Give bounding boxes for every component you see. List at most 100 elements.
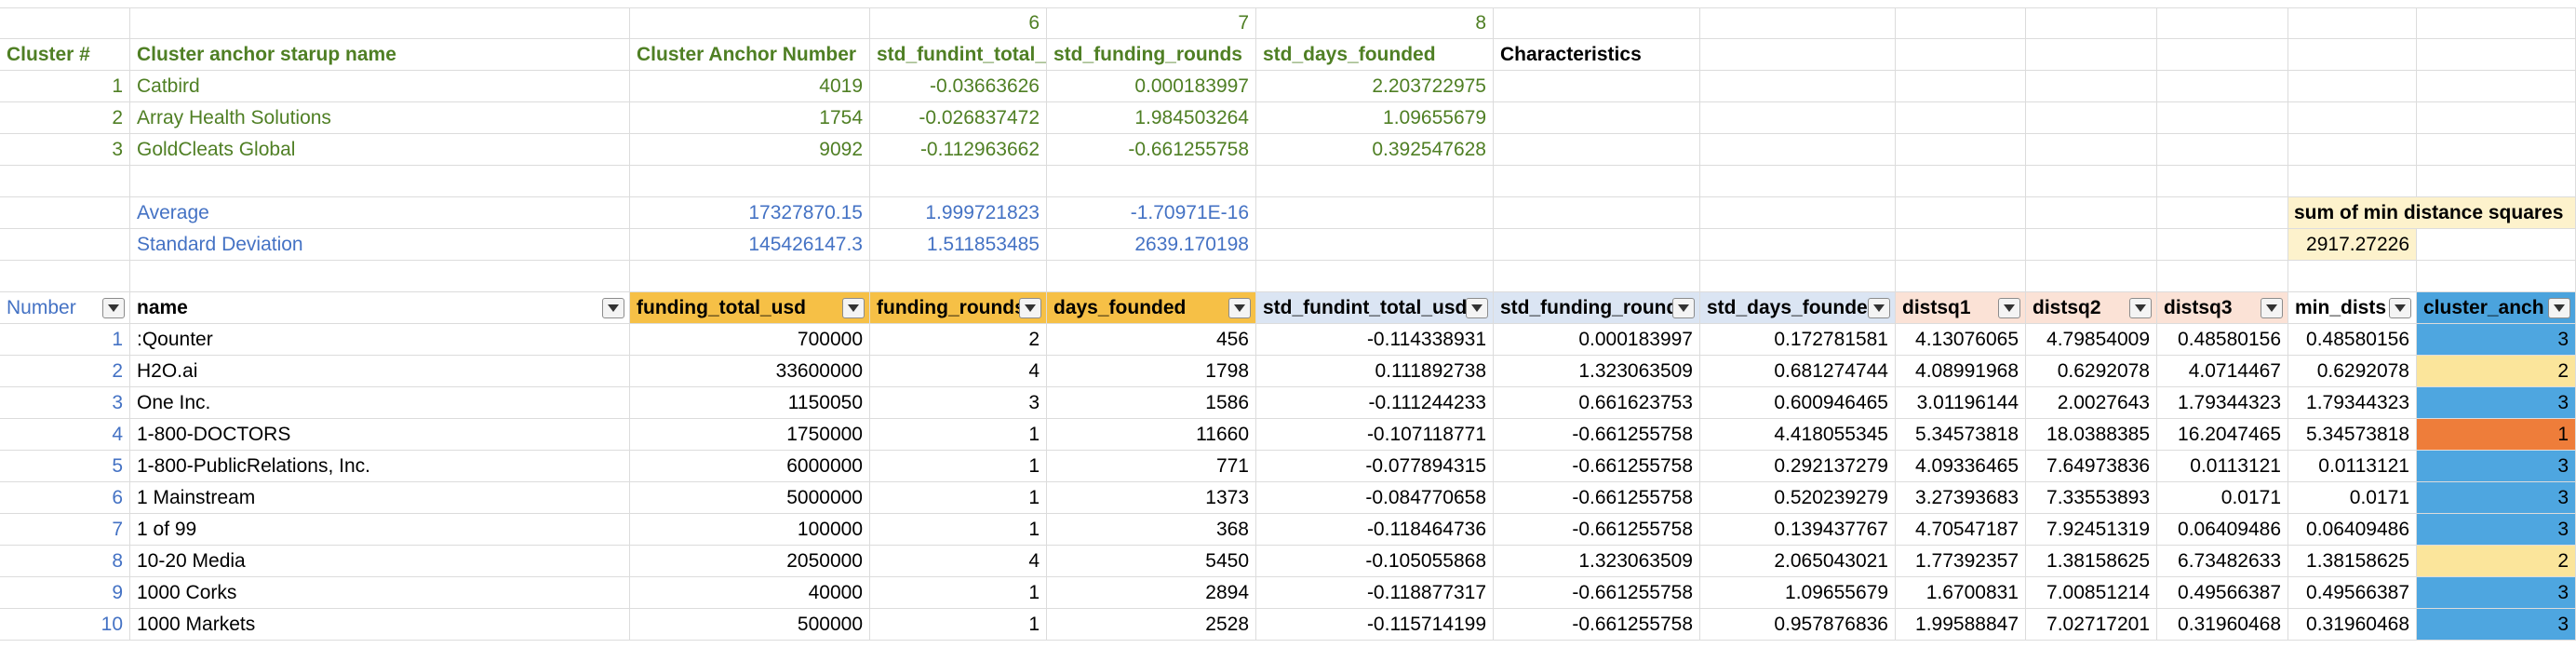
std-funding-rounds[interactable]: -0.661255758 (1494, 609, 1700, 641)
cell[interactable] (2157, 197, 2288, 229)
distsq1[interactable]: 1.99588847 (1896, 609, 2026, 641)
min-dists[interactable]: 0.0171 (2288, 482, 2417, 514)
cell[interactable] (0, 166, 130, 197)
distsq2[interactable]: 1.38158625 (2026, 546, 2157, 577)
cell[interactable] (870, 166, 1047, 197)
filter-dropdown-icon[interactable] (1868, 298, 1890, 318)
days-founded[interactable]: 1798 (1047, 356, 1256, 387)
cluster-anchor[interactable]: 3 (2417, 451, 2576, 482)
cell[interactable] (630, 166, 870, 197)
std-funding-rounds[interactable]: -0.661255758 (1494, 451, 1700, 482)
days-founded[interactable]: 5450 (1047, 546, 1256, 577)
std-days-founded-header[interactable]: std_days_founded (1256, 39, 1494, 71)
std-days-founded[interactable]: 0.600946465 (1700, 387, 1896, 419)
cluster-anchor[interactable]: 3 (2417, 514, 2576, 546)
std-funding-rounds[interactable]: -0.661255758 (1494, 419, 1700, 451)
cell[interactable] (2026, 261, 2157, 292)
cell[interactable] (2157, 166, 2288, 197)
cluster-number[interactable]: 3 (0, 134, 130, 166)
std-funding-total[interactable]: -0.115714199 (1256, 609, 1494, 641)
cell[interactable] (1896, 102, 2026, 134)
cluster-std-funding-total[interactable]: -0.112963662 (870, 134, 1047, 166)
std-funding-rounds[interactable]: -0.661255758 (1494, 577, 1700, 609)
filter-dropdown-icon[interactable] (842, 298, 865, 318)
average-label[interactable]: Average (130, 197, 630, 229)
distsq1[interactable]: 5.34573818 (1896, 419, 2026, 451)
row-number[interactable]: 6 (0, 482, 130, 514)
std-label[interactable]: Standard Deviation (130, 229, 630, 261)
distsq2[interactable]: 0.6292078 (2026, 356, 2157, 387)
distsq1[interactable]: 4.13076065 (1896, 324, 2026, 356)
cell[interactable] (1896, 71, 2026, 102)
cell[interactable] (1494, 134, 1700, 166)
cell[interactable] (630, 7, 870, 39)
row-number[interactable]: 10 (0, 609, 130, 641)
min-dists[interactable]: 1.38158625 (2288, 546, 2417, 577)
cell[interactable] (1494, 102, 1700, 134)
cell[interactable] (1896, 261, 2026, 292)
cell[interactable] (2417, 134, 2576, 166)
std-days-founded[interactable]: 1.09655679 (1700, 577, 1896, 609)
cell[interactable] (1896, 229, 2026, 261)
cluster-anchor[interactable]: 3 (2417, 387, 2576, 419)
cell[interactable] (1256, 229, 1494, 261)
days-founded[interactable]: 2894 (1047, 577, 1256, 609)
cluster-std-funding-rounds[interactable]: 0.000183997 (1047, 71, 1256, 102)
cell[interactable] (1700, 261, 1896, 292)
cluster-std-funding-total[interactable]: -0.026837472 (870, 102, 1047, 134)
average-funding-rounds[interactable]: 1.999721823 (870, 197, 1047, 229)
company-name[interactable]: :Qounter (130, 324, 630, 356)
cluster-std-days-founded[interactable]: 2.203722975 (1256, 71, 1494, 102)
min-dists[interactable]: 0.31960468 (2288, 609, 2417, 641)
filter-dropdown-icon[interactable] (1228, 298, 1251, 318)
anchor-number-header[interactable]: Cluster Anchor Number (630, 39, 870, 71)
row-number[interactable]: 3 (0, 387, 130, 419)
cell[interactable] (1700, 39, 1896, 71)
cell[interactable] (1700, 197, 1896, 229)
row-number[interactable]: 5 (0, 451, 130, 482)
std-funding-total[interactable]: -0.118464736 (1256, 514, 1494, 546)
min-dists[interactable]: 0.48580156 (2288, 324, 2417, 356)
cluster-std-funding-total[interactable]: -0.03663626 (870, 71, 1047, 102)
cell[interactable] (2157, 261, 2288, 292)
cell[interactable] (0, 229, 130, 261)
std-days-founded[interactable]: 0.520239279 (1700, 482, 1896, 514)
cell[interactable] (2026, 71, 2157, 102)
cluster-std-funding-rounds[interactable]: 1.984503264 (1047, 102, 1256, 134)
filter-dropdown-icon[interactable] (602, 298, 624, 318)
cell[interactable] (2288, 134, 2417, 166)
company-name[interactable]: 1 Mainstream (130, 482, 630, 514)
days-founded[interactable]: 1373 (1047, 482, 1256, 514)
row-number[interactable]: 9 (0, 577, 130, 609)
cell[interactable] (1700, 102, 1896, 134)
cell[interactable] (1494, 166, 1700, 197)
distsq2[interactable]: 7.92451319 (2026, 514, 2157, 546)
header-distsq2[interactable]: distsq2 (2026, 292, 2157, 324)
cell[interactable] (1700, 229, 1896, 261)
company-name[interactable]: 1 of 99 (130, 514, 630, 546)
std-funding-rounds[interactable]: 1.323063509 (1494, 546, 1700, 577)
distsq3[interactable]: 4.0714467 (2157, 356, 2288, 387)
distsq3[interactable]: 16.2047465 (2157, 419, 2288, 451)
min-dists[interactable]: 0.06409486 (2288, 514, 2417, 546)
cluster-anchor[interactable]: 3 (2417, 324, 2576, 356)
std-funding-total[interactable]: -0.107118771 (1256, 419, 1494, 451)
cell[interactable] (2417, 166, 2576, 197)
cluster-anchor[interactable]: 1 (2417, 419, 2576, 451)
std-funding-total[interactable]: -0.105055868 (1256, 546, 1494, 577)
funding-rounds[interactable]: 1 (870, 577, 1047, 609)
index-8[interactable]: 8 (1256, 7, 1494, 39)
cell[interactable] (2288, 261, 2417, 292)
row-number[interactable]: 7 (0, 514, 130, 546)
cell[interactable] (1896, 7, 2026, 39)
funding-rounds[interactable]: 4 (870, 546, 1047, 577)
std-days-founded[interactable]: 0.957876836 (1700, 609, 1896, 641)
filter-dropdown-icon[interactable] (1998, 298, 2020, 318)
distsq2[interactable]: 4.79854009 (2026, 324, 2157, 356)
std-funding-total[interactable]: 145426147.3 (630, 229, 870, 261)
cell[interactable] (2157, 229, 2288, 261)
distsq2[interactable]: 2.0027643 (2026, 387, 2157, 419)
characteristics-header[interactable]: Characteristics (1494, 39, 1700, 71)
cell[interactable] (2417, 71, 2576, 102)
std-funding-total[interactable]: 0.111892738 (1256, 356, 1494, 387)
